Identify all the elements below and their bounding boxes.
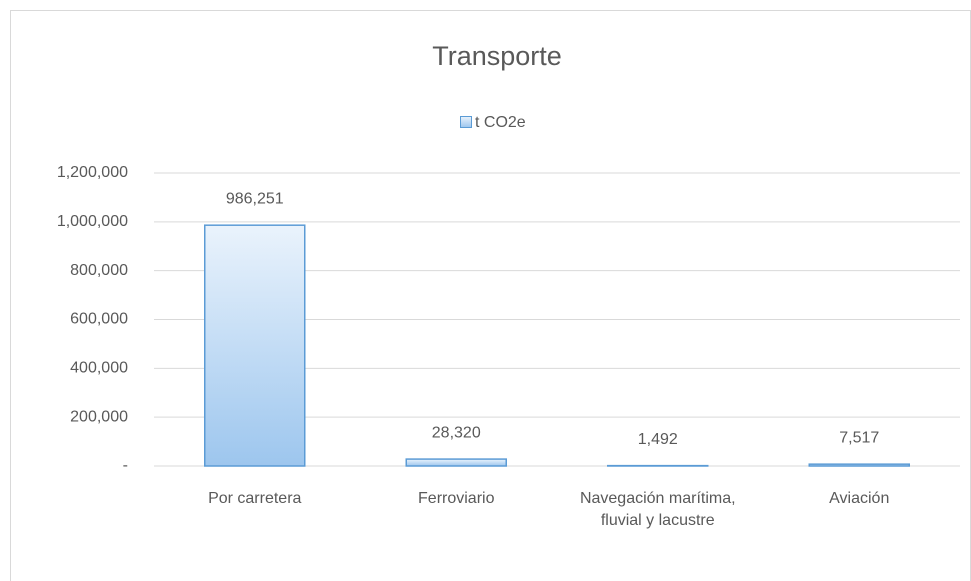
data-label: 7,517 [839,429,879,446]
x-tick-label: Aviación [829,490,890,507]
x-tick-label: Navegación marítima, fluvial y lacustre [579,490,736,529]
legend-label: t CO2e [475,114,526,131]
y-tick-label: 1,200,000 [57,164,128,181]
y-tick-label: 200,000 [70,408,128,425]
y-tick-label: 800,000 [70,262,128,279]
data-label: 986,251 [226,190,284,207]
chart-title: Transporte [432,41,562,71]
legend-swatch [460,116,472,128]
data-label: 28,320 [432,424,481,441]
x-tick-label: Por carretera [208,490,302,507]
bar [808,463,910,467]
data-label: 1,492 [638,431,678,448]
y-tick-label: 1,000,000 [57,213,128,230]
bar [204,224,306,467]
bar [405,458,507,467]
chart-border [10,10,971,581]
y-tick-label: - [123,457,128,474]
y-tick-label: 400,000 [70,360,128,377]
y-tick-label: 600,000 [70,311,128,328]
x-tick-label: Ferroviario [418,490,495,507]
